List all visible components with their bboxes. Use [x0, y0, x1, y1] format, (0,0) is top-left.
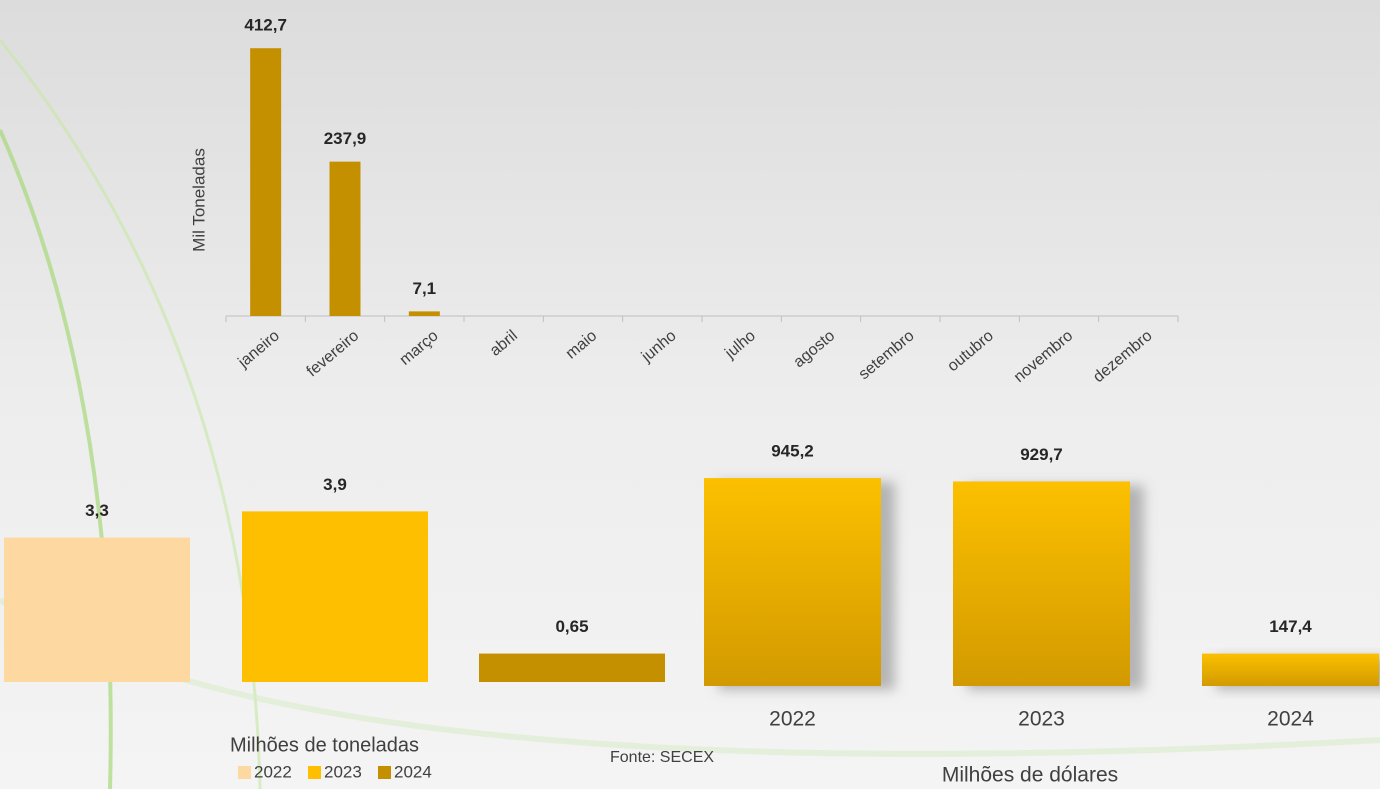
y-axis-title: Mil Toneladas: [189, 148, 208, 252]
x-tick-label: 2023: [1018, 708, 1065, 731]
value-label: 945,2: [771, 442, 814, 461]
value-label: 412,7: [244, 16, 287, 35]
bar: [242, 511, 428, 682]
legend-swatch: [308, 766, 321, 779]
x-tick-label: 2024: [1267, 708, 1314, 731]
legend-label: 2022: [254, 762, 292, 781]
value-label: 7,1: [413, 279, 437, 298]
value-label: 0,65: [555, 617, 588, 636]
bar: [4, 537, 190, 682]
source: Fonte: SECEX: [610, 749, 714, 766]
legend-label: 2023: [324, 762, 362, 781]
legend-swatch: [238, 766, 251, 779]
bar: [704, 478, 881, 686]
chart-title: Milhões de dólares: [942, 764, 1118, 787]
bar: [250, 48, 282, 317]
value-label: 237,9: [324, 129, 367, 148]
value-label: 929,7: [1020, 445, 1063, 464]
value-label: 147,4: [1269, 617, 1312, 636]
bar: [479, 653, 665, 682]
bar: [953, 481, 1130, 686]
value-label: 3,3: [85, 501, 109, 520]
legend-label: 2024: [394, 762, 432, 781]
legend-swatch: [378, 766, 391, 779]
bar: [408, 311, 440, 316]
bar: [329, 161, 361, 316]
x-tick-label: 2022: [769, 708, 816, 731]
value-label: 3,9: [323, 475, 347, 494]
chart-title: Milhões de toneladas: [230, 734, 419, 756]
bar: [1202, 653, 1379, 686]
